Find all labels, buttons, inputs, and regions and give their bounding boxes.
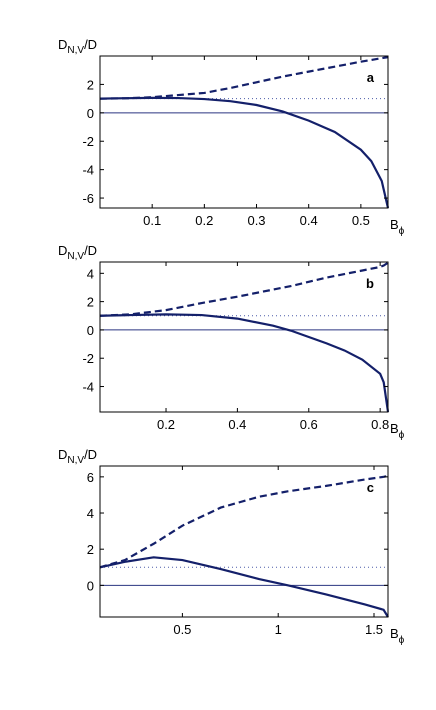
data-line [99,556,389,618]
data-line [99,313,390,413]
y-tick-label: 6 [87,470,94,485]
y-label-sub: N,V [67,455,84,466]
panel-label: c [367,480,374,495]
y-tick-label: 4 [87,506,94,521]
y-axis-label: DN,V/D [58,447,97,466]
x-label-sub: ϕ [399,635,405,646]
y-label-tail: /D [84,37,97,52]
x-tick-label: 0.1 [143,213,161,228]
panel: 0.1 0.2 0.3 0.4 0.5 -6 -4 -2 0 2 DN,V/D Bϕ a [58,37,405,237]
y-tick-label: -6 [82,191,94,206]
axes-box [99,261,389,413]
y-tick-label: 0 [87,106,94,121]
x-label-main: B [390,421,399,436]
x-axis-label: Bϕ [390,217,405,237]
x-label-sub: ϕ [399,430,405,441]
x-tick-label: 0.3 [247,213,265,228]
x-tick-label: 0.5 [173,622,191,637]
x-label-main: B [390,626,399,641]
x-tick-label: 0.5 [352,213,370,228]
x-tick-label: 0.8 [371,417,389,432]
y-tick-label: 0 [87,578,94,593]
x-axis-label: Bϕ [390,626,405,646]
x-label-main: B [390,217,399,232]
y-label-sub: N,V [67,45,84,56]
y-tick-label: -4 [82,380,94,395]
panel-label: b [366,276,374,291]
data-line [99,474,389,569]
x-tick-label: 1.5 [365,622,383,637]
x-tick-label: 0.6 [300,417,318,432]
y-tick-label: -2 [82,351,94,366]
y-tick-label: 2 [87,77,94,92]
x-tick-label: 0.4 [228,417,246,432]
y-label-tail: /D [84,447,97,462]
y-label-main: D [58,243,67,258]
x-tick-label: 1 [275,622,282,637]
y-axis-label: DN,V/D [58,243,97,262]
x-tick-label: 0.2 [157,417,175,432]
data-line [99,56,389,100]
y-label-main: D [58,447,67,462]
data-line [99,96,390,209]
axes-box [99,55,389,209]
y-tick-label: 2 [87,542,94,557]
y-tick-label: 4 [87,266,94,281]
y-label-main: D [58,37,67,52]
data-line [99,261,389,317]
panel: 0.2 0.4 0.6 0.8 -4 -2 0 2 4 DN,V/D Bϕ b [58,243,405,441]
y-label-sub: N,V [67,251,84,262]
y-axis-label: DN,V/D [58,37,97,56]
panel: 0.5 1 1.5 0 2 4 6 DN,V/D Bϕ c [58,447,405,646]
y-tick-label: 0 [87,323,94,338]
y-tick-label: -4 [82,163,94,178]
y-tick-label: -2 [82,134,94,149]
x-tick-label: 0.2 [195,213,213,228]
axes-box [99,465,389,618]
x-axis-label: Bϕ [390,421,405,441]
x-label-sub: ϕ [399,226,405,237]
panel-label: a [367,70,375,85]
y-tick-label: 2 [87,295,94,310]
y-label-tail: /D [84,243,97,258]
x-tick-label: 0.4 [300,213,318,228]
